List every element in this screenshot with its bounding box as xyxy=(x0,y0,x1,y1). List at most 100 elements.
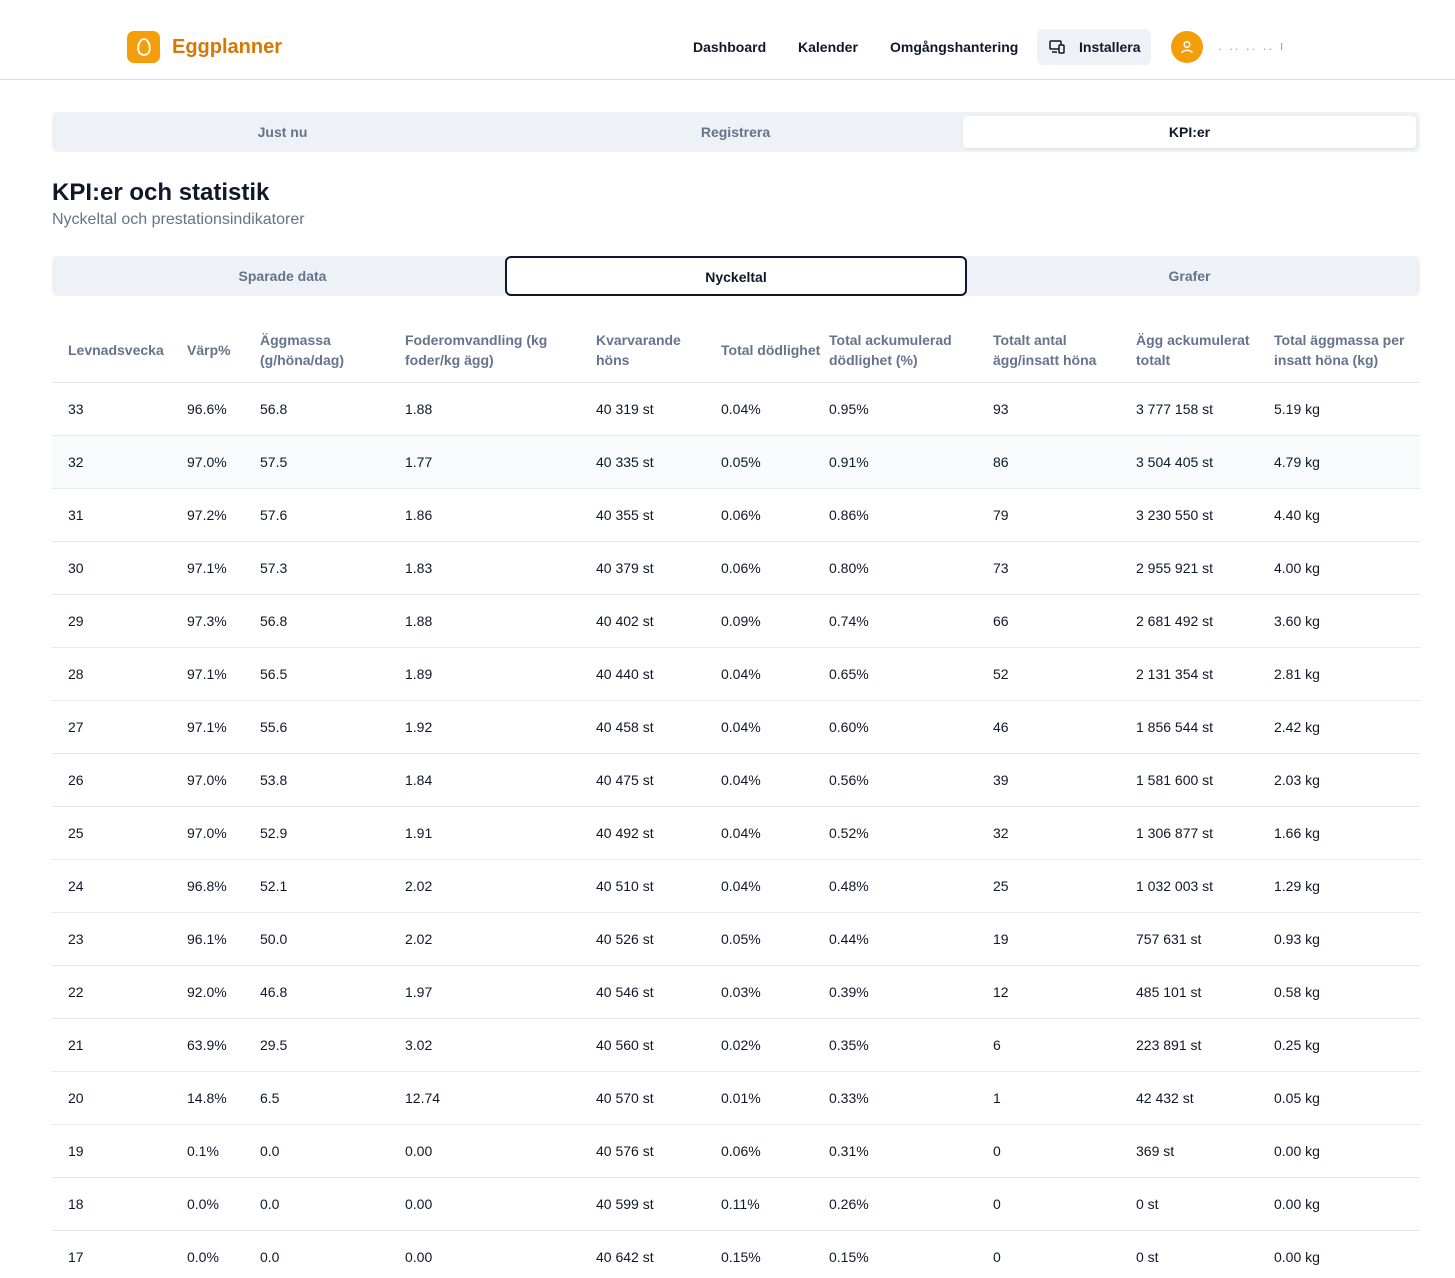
table-row[interactable]: 17 0.0% 0.0 0.00 40 642 st 0.15% 0.15% 0 0 st 0.0… xyxy=(52,1231,1420,1278)
table-cell: 6.5 xyxy=(260,1090,280,1106)
table-cell: 0.0 xyxy=(260,1196,280,1212)
table-cell: 53.8 xyxy=(260,772,288,788)
table-cell: 0.33% xyxy=(829,1090,869,1106)
table-row[interactable]: 31 97.2% 57.6 1.86 40 355 st 0.06% 0.86% 79 3 23… xyxy=(52,489,1420,542)
table-cell: 28 xyxy=(68,666,84,682)
table-cell: 0.05% xyxy=(721,931,761,947)
kpi-table: Levnadsvecka Värp% Äggmassa (g/höna/dag) Fo… xyxy=(52,318,1420,1278)
tab-kpi[interactable]: KPI:er xyxy=(963,116,1416,148)
table-cell: 12.74 xyxy=(405,1090,441,1106)
nav-calendar[interactable]: Kalender xyxy=(798,39,858,55)
user-name[interactable]: . .. .. .. ı xyxy=(1218,38,1286,53)
table-cell: 0.02% xyxy=(721,1037,761,1053)
table-row[interactable]: 20 14.8% 6.5 12.74 40 570 st 0.01% 0.33% 1 42 43… xyxy=(52,1072,1420,1125)
table-row[interactable]: 33 96.6% 56.8 1.88 40 319 st 0.04% 0.95% 93 3 77… xyxy=(52,383,1420,436)
th-agg-per-hona: Totalt antal ägg/insatt höna xyxy=(993,332,1097,368)
table-cell: 23 xyxy=(68,931,84,947)
table-cell: 97.2% xyxy=(187,507,227,523)
table-cell: 1 032 003 st xyxy=(1136,878,1214,894)
th-kvarvarande-hons: Kvarvarande höns xyxy=(596,332,681,368)
table-row[interactable]: 19 0.1% 0.0 0.00 40 576 st 0.06% 0.31% 0 369 st 0… xyxy=(52,1125,1420,1178)
table-cell: 25 xyxy=(993,878,1009,894)
table-cell: 757 631 st xyxy=(1136,931,1202,947)
table-cell: 1.77 xyxy=(405,454,433,470)
table-cell: 56.5 xyxy=(260,666,288,682)
table-cell: 27 xyxy=(68,719,84,735)
table-row[interactable]: 30 97.1% 57.3 1.83 40 379 st 0.06% 0.80% 73 2 95… xyxy=(52,542,1420,595)
page-subtitle: Nyckeltal och prestationsindikatorer xyxy=(52,211,305,228)
table-row[interactable]: 23 96.1% 50.0 2.02 40 526 st 0.05% 0.44% 19 757 … xyxy=(52,913,1420,966)
table-cell: 96.1% xyxy=(187,931,227,947)
table-cell: 0.80% xyxy=(829,560,869,576)
table-cell: 19 xyxy=(993,931,1009,947)
user-avatar[interactable] xyxy=(1171,31,1203,63)
table-cell: 5.19 kg xyxy=(1274,401,1320,417)
th-foderomvandling: Foderomvandling (kg foder/kg ägg) xyxy=(405,332,548,368)
table-cell: 40 599 st xyxy=(596,1196,654,1212)
table-cell: 1 306 877 st xyxy=(1136,825,1214,841)
table-cell: 0.93 kg xyxy=(1274,931,1320,947)
table-row[interactable]: 29 97.3% 56.8 1.88 40 402 st 0.09% 0.74% 66 2 68… xyxy=(52,595,1420,648)
table-cell: 0.00 xyxy=(405,1143,433,1159)
table-cell: 40 642 st xyxy=(596,1249,654,1265)
table-cell: 20 xyxy=(68,1090,84,1106)
table-cell: 1 xyxy=(993,1090,1001,1106)
table-row[interactable]: 26 97.0% 53.8 1.84 40 475 st 0.04% 0.56% 39 1 58… xyxy=(52,754,1420,807)
table-cell: 96.6% xyxy=(187,401,227,417)
table-row[interactable]: 21 63.9% 29.5 3.02 40 560 st 0.02% 0.35% 6 223 8… xyxy=(52,1019,1420,1072)
table-cell: 55.6 xyxy=(260,719,288,735)
install-button[interactable]: Installera xyxy=(1037,29,1151,65)
sub-tabs: Sparade data Nyckeltal Grafer xyxy=(52,256,1420,296)
table-cell: 39 xyxy=(993,772,1009,788)
table-cell: 2 955 921 st xyxy=(1136,560,1214,576)
table-cell: 24 xyxy=(68,878,84,894)
table-cell: 0.25 kg xyxy=(1274,1037,1320,1053)
table-cell: 73 xyxy=(993,560,1009,576)
table-cell: 21 xyxy=(68,1037,84,1053)
table-cell: 0.04% xyxy=(721,666,761,682)
table-cell: 0.44% xyxy=(829,931,869,947)
table-cell: 40 510 st xyxy=(596,878,654,894)
table-cell: 96.8% xyxy=(187,878,227,894)
app-logo[interactable]: Eggplanner xyxy=(127,31,282,63)
table-cell: 0.74% xyxy=(829,613,869,629)
table-cell: 0.04% xyxy=(721,825,761,841)
tab-registrera[interactable]: Registrera xyxy=(700,124,771,140)
table-cell: 0.04% xyxy=(721,401,761,417)
table-row[interactable]: 22 92.0% 46.8 1.97 40 546 st 0.03% 0.39% 12 485 … xyxy=(52,966,1420,1019)
table-cell: 97.1% xyxy=(187,666,227,682)
table-cell: 0.56% xyxy=(829,772,869,788)
table-row[interactable]: 28 97.1% 56.5 1.89 40 440 st 0.04% 0.65% 52 2 13… xyxy=(52,648,1420,701)
user-icon xyxy=(1181,40,1193,54)
table-row[interactable]: 25 97.0% 52.9 1.91 40 492 st 0.04% 0.52% 32 1 30… xyxy=(52,807,1420,860)
table-cell: 2.81 kg xyxy=(1274,666,1320,682)
table-cell: 0.04% xyxy=(721,719,761,735)
table-cell: 97.1% xyxy=(187,719,227,735)
main-tabs: Just nu Registrera KPI:er xyxy=(52,112,1420,152)
page-title: KPI:er och statistik xyxy=(52,179,270,206)
table-cell: 3.60 kg xyxy=(1274,613,1320,629)
table-cell: 97.0% xyxy=(187,454,227,470)
tab-sparade-data[interactable]: Sparade data xyxy=(238,268,327,284)
table-cell: 32 xyxy=(993,825,1009,841)
tab-just-nu[interactable]: Just nu xyxy=(257,124,308,140)
nav-rounds[interactable]: Omgångshantering xyxy=(890,39,1019,55)
table-cell: 0.0% xyxy=(187,1249,219,1265)
table-cell: 22 xyxy=(68,984,84,1000)
table-row[interactable]: 18 0.0% 0.0 0.00 40 599 st 0.11% 0.26% 0 0 st 0.0… xyxy=(52,1178,1420,1231)
table-cell: 29.5 xyxy=(260,1037,288,1053)
nav-dashboard[interactable]: Dashboard xyxy=(693,39,767,55)
table-cell: 0.35% xyxy=(829,1037,869,1053)
table-cell: 57.3 xyxy=(260,560,288,576)
table-cell: 97.0% xyxy=(187,772,227,788)
table-row[interactable]: 24 96.8% 52.1 2.02 40 510 st 0.04% 0.48% 25 1 03… xyxy=(52,860,1420,913)
table-row[interactable]: 32 97.0% 57.5 1.77 40 335 st 0.05% 0.91% 86 3 50… xyxy=(52,436,1420,489)
table-cell: 0.60% xyxy=(829,719,869,735)
table-row[interactable]: 27 97.1% 55.6 1.92 40 458 st 0.04% 0.60% 46 1 85… xyxy=(52,701,1420,754)
table-cell: 18 xyxy=(68,1196,84,1212)
tab-nyckeltal[interactable]: Nyckeltal xyxy=(505,256,967,296)
th-levnadsvecka: Levnadsvecka xyxy=(68,342,164,358)
tab-grafer[interactable]: Grafer xyxy=(1168,268,1211,284)
table-cell: 40 546 st xyxy=(596,984,654,1000)
table-cell: 0.03% xyxy=(721,984,761,1000)
